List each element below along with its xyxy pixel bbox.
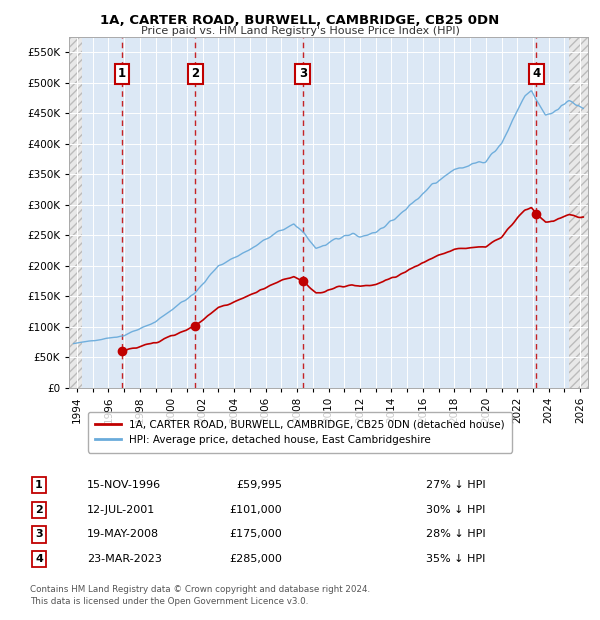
Text: 2: 2 xyxy=(35,505,43,515)
Text: £285,000: £285,000 xyxy=(229,554,282,564)
Text: 19-MAY-2008: 19-MAY-2008 xyxy=(87,529,159,539)
Text: 3: 3 xyxy=(35,529,43,539)
Bar xyxy=(569,37,588,387)
Text: This data is licensed under the Open Government Licence v3.0.: This data is licensed under the Open Gov… xyxy=(30,597,308,606)
Text: 35% ↓ HPI: 35% ↓ HPI xyxy=(426,554,485,564)
Text: 1: 1 xyxy=(118,68,126,81)
Text: £175,000: £175,000 xyxy=(229,529,282,539)
Text: 28% ↓ HPI: 28% ↓ HPI xyxy=(426,529,485,539)
Text: 4: 4 xyxy=(35,554,43,564)
Text: 12-JUL-2001: 12-JUL-2001 xyxy=(87,505,155,515)
Text: 15-NOV-1996: 15-NOV-1996 xyxy=(87,480,161,490)
Text: 3: 3 xyxy=(299,68,307,81)
Text: 30% ↓ HPI: 30% ↓ HPI xyxy=(426,505,485,515)
Text: Contains HM Land Registry data © Crown copyright and database right 2024.: Contains HM Land Registry data © Crown c… xyxy=(30,585,370,594)
Legend: 1A, CARTER ROAD, BURWELL, CAMBRIDGE, CB25 0DN (detached house), HPI: Average pri: 1A, CARTER ROAD, BURWELL, CAMBRIDGE, CB2… xyxy=(88,412,512,453)
Text: Price paid vs. HM Land Registry's House Price Index (HPI): Price paid vs. HM Land Registry's House … xyxy=(140,26,460,36)
Text: 1A, CARTER ROAD, BURWELL, CAMBRIDGE, CB25 0DN: 1A, CARTER ROAD, BURWELL, CAMBRIDGE, CB2… xyxy=(100,14,500,27)
Text: £59,995: £59,995 xyxy=(236,480,282,490)
Text: £101,000: £101,000 xyxy=(229,505,282,515)
Text: 1: 1 xyxy=(35,480,43,490)
Text: 23-MAR-2023: 23-MAR-2023 xyxy=(87,554,162,564)
Text: 27% ↓ HPI: 27% ↓ HPI xyxy=(426,480,485,490)
Text: 4: 4 xyxy=(532,68,541,81)
Text: 2: 2 xyxy=(191,68,199,81)
Bar xyxy=(69,37,82,387)
